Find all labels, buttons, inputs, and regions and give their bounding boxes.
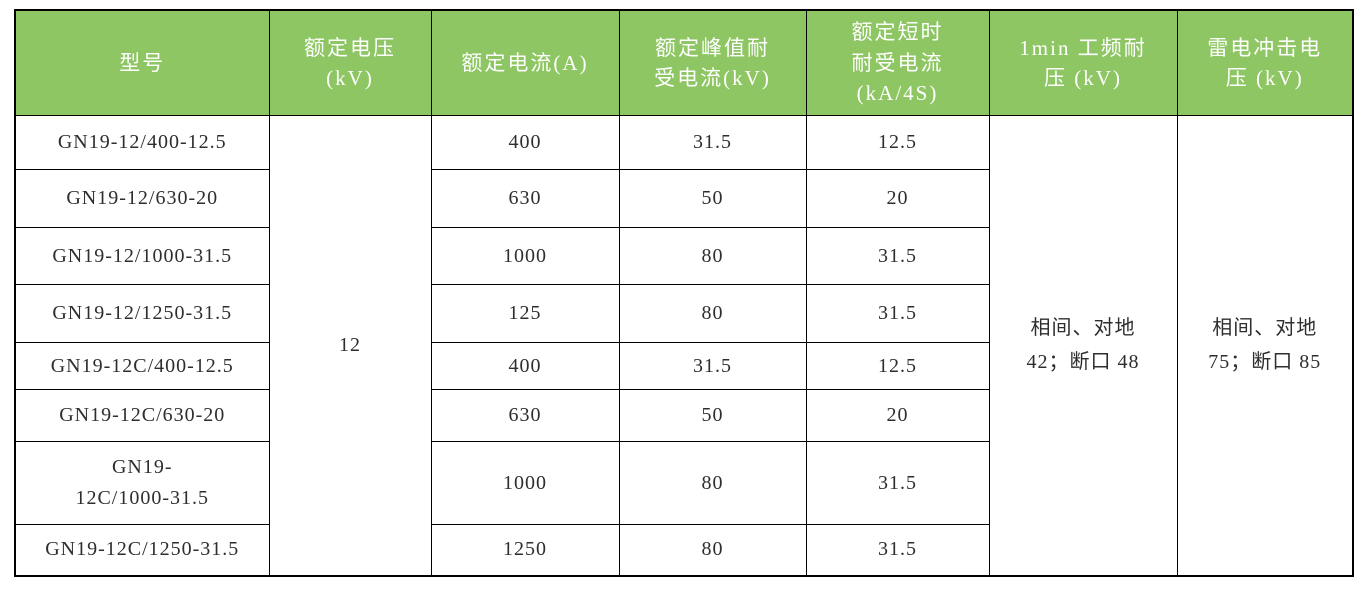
- cell-peak-withstand: 31.5: [618, 115, 807, 170]
- col-header-rated-current: 额定电流(A): [430, 9, 620, 116]
- cell-power-frequency-merged: 相间、对地 42；断口 48: [988, 115, 1178, 576]
- cell-peak-withstand: 50: [618, 389, 807, 442]
- cell-model: GN19-12/1250-31.5: [14, 284, 270, 343]
- table-row: GN19-12C/1250-31.5 1250 80 31.5: [14, 524, 1353, 576]
- cell-model: GN19-12C/1250-31.5: [14, 524, 270, 576]
- cell-model: GN19-12C/630-20: [14, 389, 270, 442]
- spec-table: 型号 额定电压 (kV) 额定电流(A) 额定峰值耐 受电流(kV) 额定短时 …: [14, 9, 1354, 577]
- cell-rated-current: 400: [430, 342, 620, 390]
- cell-peak-withstand: 80: [618, 441, 807, 525]
- table-row: GN19-12/1250-31.5 125 80 31.5: [14, 284, 1353, 343]
- col-header-model: 型号: [14, 9, 270, 116]
- cell-short-time-withstand: 20: [805, 169, 990, 228]
- cell-short-time-withstand: 20: [805, 389, 990, 442]
- cell-short-time-withstand: 12.5: [805, 342, 990, 390]
- table-row: GN19-12/630-20 630 50 20: [14, 169, 1353, 228]
- table-row: GN19-12/400-12.5 12 400 31.5 12.5 相间、对地 …: [14, 115, 1354, 576]
- col-header-peak-withstand-current: 额定峰值耐 受电流(kV): [618, 9, 807, 116]
- table-header: 型号 额定电压 (kV) 额定电流(A) 额定峰值耐 受电流(kV) 额定短时 …: [14, 9, 1354, 116]
- cell-peak-withstand: 80: [618, 524, 807, 576]
- table-row: GN19-12C/630-20 630 50 20: [14, 389, 1353, 442]
- cell-model: GN19-12/1000-31.5: [14, 227, 270, 285]
- cell-short-time-withstand: 31.5: [805, 524, 990, 576]
- col-header-short-time-withstand-current: 额定短时 耐受电流 (kA/4S): [805, 9, 990, 116]
- cell-rated-current: 400: [430, 115, 620, 170]
- cell-short-time-withstand: 12.5: [805, 115, 990, 170]
- cell-peak-withstand: 50: [618, 169, 807, 228]
- col-header-rated-voltage: 额定电压 (kV): [268, 9, 432, 116]
- cell-rated-current: 630: [430, 389, 620, 442]
- cell-short-time-withstand: 31.5: [805, 441, 990, 525]
- table-row: GN19- 12C/1000-31.5 1000 80 31.5: [14, 441, 1353, 525]
- cell-rated-current: 125: [430, 284, 620, 343]
- cell-rated-current: 1000: [430, 227, 620, 285]
- cell-model: GN19-12C/400-12.5: [14, 342, 270, 390]
- col-header-lightning-impulse: 雷电冲击电 压 (kV): [1176, 9, 1354, 116]
- cell-model: GN19-12/630-20: [14, 169, 270, 228]
- header-row: 型号 额定电压 (kV) 额定电流(A) 额定峰值耐 受电流(kV) 额定短时 …: [14, 9, 1354, 116]
- cell-short-time-withstand: 31.5: [805, 227, 990, 285]
- cell-peak-withstand: 31.5: [618, 342, 807, 390]
- cell-peak-withstand: 80: [618, 284, 807, 343]
- table-row: GN19-12/1000-31.5 1000 80 31.5: [14, 227, 1353, 285]
- cell-peak-withstand: 80: [618, 227, 807, 285]
- cell-lightning-impulse-merged: 相间、对地 75；断口 85: [1176, 115, 1354, 576]
- table-body: GN19-12/400-12.5 12 400 31.5 12.5 相间、对地 …: [14, 115, 1354, 576]
- cell-rated-current: 1000: [430, 441, 620, 525]
- col-header-power-frequency-withstand: 1min 工频耐 压 (kV): [988, 9, 1178, 116]
- cell-rated-current: 1250: [430, 524, 620, 576]
- cell-model: GN19-12/400-12.5: [14, 115, 270, 170]
- cell-rated-current: 630: [430, 169, 620, 228]
- cell-rated-voltage-merged: 12: [268, 115, 432, 576]
- table-row: GN19-12C/400-12.5 400 31.5 12.5: [14, 342, 1353, 390]
- cell-model: GN19- 12C/1000-31.5: [14, 441, 270, 525]
- cell-short-time-withstand: 31.5: [805, 284, 990, 343]
